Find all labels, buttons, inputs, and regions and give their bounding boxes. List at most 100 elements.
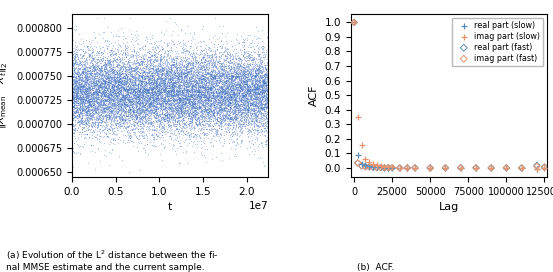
Point: [247, 113, 255, 117]
Point: [142, 101, 150, 105]
Point: [173, 129, 182, 134]
Point: [200, 86, 209, 91]
Point: [74, 107, 83, 112]
Point: [100, 109, 108, 113]
Point: [205, 116, 213, 120]
Point: [119, 104, 128, 108]
Point: [127, 99, 135, 104]
Point: [88, 84, 97, 88]
Point: [116, 87, 125, 91]
Point: [200, 98, 209, 102]
Point: [85, 85, 93, 89]
Point: [226, 97, 235, 101]
Point: [249, 121, 258, 125]
Point: [172, 109, 181, 113]
Point: [237, 122, 246, 126]
Point: [102, 112, 111, 116]
Point: [183, 97, 192, 101]
Point: [107, 74, 116, 79]
Point: [179, 128, 187, 133]
Point: [114, 105, 123, 110]
Point: [73, 48, 82, 52]
Point: [140, 38, 149, 42]
Point: [147, 87, 155, 91]
Point: [106, 88, 114, 93]
Point: [131, 120, 140, 125]
Point: [195, 81, 204, 85]
Point: [93, 106, 102, 110]
Point: [261, 128, 270, 132]
Point: [238, 100, 247, 104]
Point: [207, 86, 216, 90]
Point: [143, 121, 152, 126]
Point: [80, 51, 88, 55]
Point: [86, 67, 95, 72]
Point: [132, 51, 140, 55]
Point: [186, 67, 195, 71]
Point: [238, 95, 247, 100]
Point: [173, 107, 182, 111]
Point: [170, 90, 179, 94]
Point: [102, 118, 111, 122]
Point: [108, 78, 117, 82]
Point: [168, 77, 177, 82]
Point: [71, 82, 80, 86]
Point: [196, 67, 205, 71]
Point: [197, 112, 206, 117]
Point: [225, 89, 234, 94]
Point: [221, 97, 229, 102]
Point: [181, 96, 190, 101]
Point: [213, 42, 222, 47]
Point: [161, 97, 170, 101]
Point: [90, 79, 98, 84]
Point: [191, 61, 200, 66]
Point: [106, 86, 115, 91]
Point: [255, 78, 264, 82]
Point: [183, 73, 192, 77]
Point: [84, 47, 93, 52]
Point: [112, 106, 121, 111]
Point: [123, 77, 132, 81]
Point: [178, 109, 187, 113]
Point: [231, 94, 240, 98]
Point: [75, 87, 84, 91]
Point: [71, 84, 80, 88]
Point: [197, 63, 206, 68]
Point: [132, 91, 141, 95]
Point: [212, 60, 221, 64]
Point: [232, 74, 241, 79]
Point: [75, 113, 84, 118]
Point: [111, 79, 120, 84]
Point: [263, 62, 272, 66]
Point: [231, 131, 239, 135]
Point: [154, 112, 163, 117]
Point: [136, 118, 145, 122]
Point: [69, 95, 77, 99]
Point: [204, 122, 213, 127]
Point: [238, 114, 247, 118]
Point: [249, 141, 258, 146]
Point: [180, 140, 189, 144]
Point: [176, 107, 185, 111]
Point: [93, 94, 102, 99]
Point: [244, 85, 253, 90]
Point: [102, 98, 111, 103]
Point: [240, 69, 249, 73]
Point: [206, 104, 215, 109]
Point: [121, 121, 130, 125]
Point: [155, 91, 164, 95]
Point: [120, 74, 129, 78]
Point: [86, 86, 95, 90]
Point: [106, 58, 115, 63]
Point: [195, 76, 204, 81]
Point: [238, 74, 247, 78]
Point: [113, 79, 122, 83]
Point: [263, 105, 272, 109]
Point: [139, 115, 148, 119]
Point: [105, 57, 113, 62]
Point: [201, 49, 210, 54]
Point: [251, 97, 260, 101]
Point: [80, 61, 89, 66]
Point: [157, 79, 166, 84]
Point: [183, 71, 192, 76]
